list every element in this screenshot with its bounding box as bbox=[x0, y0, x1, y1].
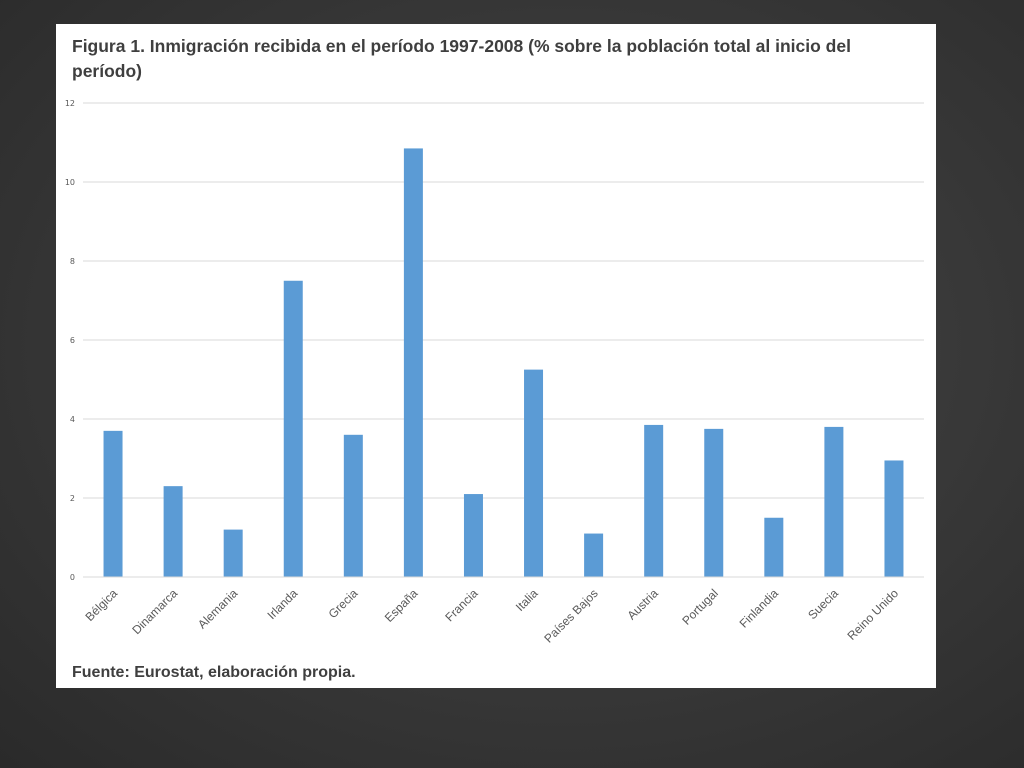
bars bbox=[103, 148, 904, 578]
x-tick-label: España bbox=[382, 586, 421, 625]
x-tick-label: Países Bajos bbox=[541, 586, 600, 645]
y-tick-label: 4 bbox=[70, 415, 75, 424]
x-tick-label: Grecia bbox=[326, 586, 361, 621]
gridlines bbox=[83, 102, 924, 499]
bar bbox=[223, 529, 243, 577]
x-axis-labels: Bélgica Dinamarca Alemania Irlanda Grecia Esp… bbox=[82, 586, 901, 646]
y-tick-label: 0 bbox=[70, 573, 75, 582]
bar bbox=[764, 517, 784, 577]
y-tick-label: 12 bbox=[65, 99, 75, 108]
bar bbox=[283, 280, 303, 577]
bar bbox=[644, 424, 664, 577]
x-tick-label: Bélgica bbox=[82, 586, 120, 624]
x-tick-label: Dinamarca bbox=[129, 586, 180, 637]
bar bbox=[524, 369, 544, 577]
x-tick-label: Reino Unido bbox=[844, 586, 901, 643]
y-tick-label: 2 bbox=[70, 494, 75, 503]
x-tick-label: Francia bbox=[442, 586, 480, 624]
chart-title: Figura 1. Inmigración recibida en el per… bbox=[72, 36, 851, 81]
x-tick-label: Italia bbox=[513, 586, 541, 614]
bar bbox=[704, 428, 724, 577]
x-tick-label: Suecia bbox=[805, 586, 841, 622]
chart-source: Fuente: Eurostat, elaboración propia. bbox=[72, 664, 356, 681]
x-tick-label: Irlanda bbox=[265, 586, 301, 622]
figure-panel: Figura 1. Inmigración recibida en el per… bbox=[56, 24, 936, 688]
bar bbox=[884, 460, 904, 577]
y-tick-label: 10 bbox=[65, 178, 75, 187]
x-tick-label: Austria bbox=[624, 586, 661, 623]
x-tick-label: Portugal bbox=[679, 586, 721, 628]
bar bbox=[343, 434, 363, 577]
bar bbox=[403, 148, 423, 578]
bar bbox=[463, 494, 483, 577]
bar bbox=[824, 426, 844, 577]
y-tick-label: 6 bbox=[70, 336, 75, 345]
y-tick-label: 8 bbox=[70, 257, 75, 266]
bar bbox=[103, 430, 123, 577]
x-tick-label: Finlandia bbox=[737, 586, 782, 631]
bar-chart: 0 2 4 6 8 10 12 Bélgica Dinamarca Alemania Irland… bbox=[65, 99, 924, 646]
bar bbox=[163, 486, 183, 577]
y-axis-ticks: 0 2 4 6 8 10 12 bbox=[65, 99, 75, 582]
x-tick-label: Alemania bbox=[195, 586, 241, 632]
bar bbox=[584, 533, 604, 577]
